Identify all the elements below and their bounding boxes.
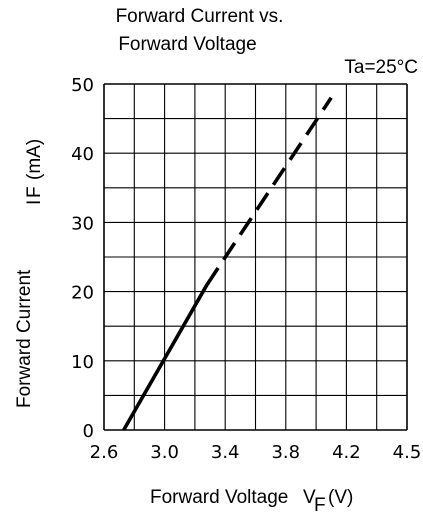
temperature-annotation: Ta=25°C	[344, 57, 418, 78]
chart-title-line2: Forward Voltage	[118, 34, 257, 55]
y-axis-label: Forward Current I F (mA)	[14, 139, 45, 408]
y-tick-label: 20	[71, 283, 94, 304]
x-tick-label: 2.6	[90, 442, 119, 463]
series-lines	[122, 96, 333, 431]
series-line-dashed	[205, 96, 333, 286]
y-axis-label-text: Forward Current	[14, 269, 35, 408]
series-line-solid	[122, 283, 209, 431]
x-axis-subscript: F	[314, 495, 326, 516]
x-tick-label: 3.4	[211, 442, 240, 463]
y-tick-label: 0	[83, 421, 94, 442]
y-tick-labels: 0 10 20 30 40 50	[71, 75, 94, 442]
x-tick-label: 4.2	[332, 442, 361, 463]
y-axis-symbol: I	[24, 200, 45, 205]
x-tick-label: 3.0	[150, 442, 179, 463]
y-axis-unit: (mA)	[24, 139, 45, 180]
y-tick-label: 10	[71, 352, 94, 373]
x-axis-unit: (V)	[328, 487, 353, 508]
x-axis-label: Forward Voltage V F (V)	[150, 487, 353, 516]
y-tick-label: 40	[71, 144, 94, 165]
grid	[103, 83, 408, 431]
x-axis-symbol: V	[303, 487, 316, 508]
chart-title-line1: Forward Current vs.	[115, 6, 284, 27]
x-tick-label: 4.5	[393, 442, 422, 463]
x-axis-label-text: Forward Voltage	[150, 487, 288, 508]
x-tick-label: 3.8	[271, 442, 300, 463]
x-tick-labels: 2.6 3.0 3.4 3.8 4.2 4.5	[90, 442, 422, 463]
y-tick-label: 50	[71, 75, 94, 96]
y-tick-label: 30	[71, 213, 94, 234]
y-axis-subscript: F	[24, 186, 45, 198]
